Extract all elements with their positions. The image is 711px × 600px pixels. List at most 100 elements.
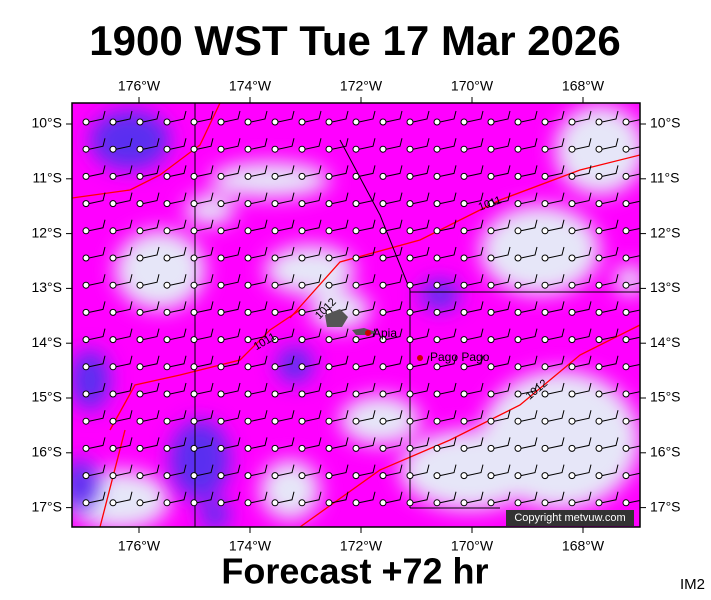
barb-station (244, 417, 252, 425)
barb-station (352, 118, 360, 126)
barb-station (298, 227, 306, 235)
barb-station (109, 308, 117, 316)
barb (547, 464, 565, 477)
barb (412, 110, 430, 123)
barb-station (217, 172, 225, 180)
barb-station (82, 308, 90, 316)
barb-station (217, 472, 225, 480)
lon-label: 174°W (229, 78, 272, 94)
barb (412, 437, 430, 449)
barb-station (136, 281, 144, 289)
barb-station (433, 336, 441, 344)
barb-station (163, 499, 171, 507)
barb (466, 491, 484, 504)
barb-station (379, 390, 387, 398)
barb (385, 219, 403, 232)
barb (115, 382, 133, 395)
barb (412, 246, 430, 259)
barb-station (325, 472, 333, 480)
barb (115, 355, 133, 368)
barb (115, 110, 133, 123)
barb-station (622, 336, 630, 344)
barb-station (298, 417, 306, 425)
barb-station (568, 200, 576, 208)
barb-station (460, 172, 468, 180)
barb-station (82, 145, 90, 153)
barb (385, 491, 403, 504)
barb (412, 274, 430, 286)
barb (169, 437, 187, 449)
barb (277, 138, 295, 150)
place-label: Pago Pago (430, 350, 490, 364)
barb (250, 246, 268, 259)
barb-station (460, 118, 468, 126)
barb-station (244, 499, 252, 507)
barb-station (622, 200, 630, 208)
barb (385, 437, 403, 449)
barb (574, 464, 592, 477)
barb (142, 274, 160, 286)
lat-label: 11°S (33, 170, 62, 186)
barb (466, 246, 484, 259)
barb (466, 328, 484, 341)
barb-station (244, 118, 252, 126)
barb-station (271, 172, 279, 180)
barb-station (82, 499, 90, 507)
barb (358, 219, 376, 232)
barb-station (325, 444, 333, 452)
barb (628, 336, 640, 341)
barb-station (298, 200, 306, 208)
barb-station (514, 200, 522, 208)
barb (574, 410, 592, 422)
lat-label: 13°S (31, 279, 62, 295)
barb-station (406, 281, 414, 289)
barb-station (136, 417, 144, 425)
barb (412, 328, 430, 341)
barb (196, 192, 214, 205)
barb (304, 437, 322, 449)
barb-station (433, 200, 441, 208)
barb (439, 165, 457, 177)
barb (358, 301, 376, 313)
barb-station (568, 363, 576, 371)
barb (277, 110, 295, 123)
barb-station (514, 172, 522, 180)
barb (574, 355, 592, 368)
lon-label: 168°W (562, 538, 605, 554)
barb (223, 192, 241, 205)
barb-station (298, 363, 306, 371)
barb (88, 138, 106, 150)
barb-station (163, 444, 171, 452)
barb-station (514, 499, 522, 507)
title: 1900 WST Tue 17 Mar 2026 (89, 17, 620, 64)
barb (358, 437, 376, 449)
barb-station (541, 472, 549, 480)
barb (196, 437, 214, 449)
barb (439, 192, 457, 205)
barb (223, 464, 241, 477)
barb (385, 410, 403, 422)
barb-station (460, 499, 468, 507)
barb (169, 274, 187, 286)
barb-station (487, 336, 495, 344)
barb-station (190, 499, 198, 507)
barb (493, 437, 511, 449)
barb (169, 246, 187, 259)
barb (88, 328, 106, 341)
barb-station (325, 172, 333, 180)
barb (304, 382, 322, 395)
barb-station (433, 472, 441, 480)
barb-station (325, 118, 333, 126)
barb (169, 355, 187, 368)
barb (331, 437, 349, 449)
barb-station (244, 281, 252, 289)
barb-station (460, 227, 468, 235)
barb-station (163, 363, 171, 371)
barb (601, 138, 619, 150)
barb (169, 219, 187, 232)
barb (574, 165, 592, 177)
barb-station (568, 145, 576, 153)
barb (520, 355, 538, 368)
barb-station (325, 200, 333, 208)
barb-station (352, 308, 360, 316)
